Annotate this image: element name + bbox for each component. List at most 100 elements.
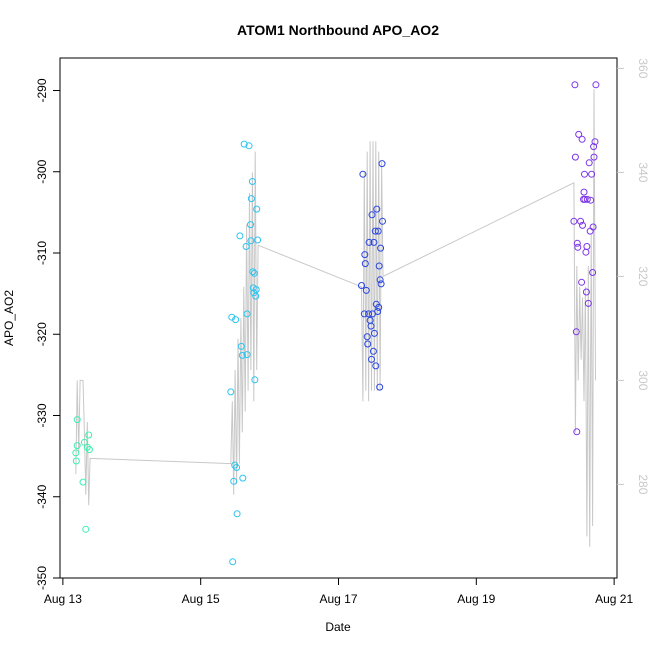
y-tick-label: -350	[35, 566, 49, 590]
scatter-point	[579, 221, 586, 229]
scatter-point	[228, 313, 236, 321]
scatter-point	[250, 269, 258, 277]
scatter-point	[82, 525, 90, 533]
y-tick-label: -300	[35, 159, 49, 183]
y-tick-label: -330	[35, 403, 49, 427]
scatter-point	[584, 299, 592, 307]
secondary-series-line	[75, 89, 596, 547]
scatter-point	[252, 286, 260, 294]
scatter-point	[254, 236, 262, 244]
scatter-point	[359, 170, 367, 178]
x-tick-label: Aug 21	[595, 592, 633, 606]
scatter-point	[590, 153, 598, 161]
secondary-line-layer	[75, 89, 596, 547]
scatter-point	[373, 205, 381, 213]
scatter-point	[232, 316, 240, 324]
scatter-point	[245, 142, 253, 150]
scatter-point	[583, 195, 591, 203]
scatter-point	[582, 288, 590, 296]
scatter-point	[238, 351, 246, 359]
x-axis: Aug 13 Aug 15 Aug 17 Aug 19 Aug 21	[44, 578, 633, 606]
points-layer	[72, 81, 600, 566]
scatter-point	[360, 310, 368, 318]
y2-tick-label: 320	[636, 266, 650, 286]
scatter-point	[240, 140, 248, 148]
y-tick-label: -340	[35, 484, 49, 508]
y-axis-right: 280 300 320 340 360	[617, 58, 650, 495]
y-axis: -350 -340 -330 -320 -310 -300 -290	[35, 78, 60, 590]
scatter-point	[570, 217, 578, 225]
scatter-point	[247, 195, 255, 203]
scatter-point	[365, 310, 373, 318]
scatter-point	[581, 170, 588, 178]
scatter-point	[574, 243, 582, 251]
y2-tick-label: 280	[636, 474, 650, 494]
scatter-point	[362, 286, 370, 294]
scatter-point	[233, 510, 241, 518]
scatter-point	[589, 223, 597, 231]
y-tick-label: -290	[35, 78, 49, 102]
x-tick-label: Aug 19	[457, 592, 495, 606]
scatter-point	[227, 388, 235, 396]
scatter-point	[374, 227, 382, 235]
scatter-point	[376, 276, 384, 284]
scatter-point	[230, 477, 238, 485]
x-axis-label: Date	[325, 620, 351, 634]
scatter-point	[378, 160, 386, 168]
scatter-point	[236, 232, 244, 240]
y-axis-label: APO_AO2	[2, 290, 16, 346]
scatter-point	[571, 81, 579, 89]
scatter-point	[589, 269, 597, 276]
scatter-point	[575, 130, 583, 138]
scatter-point	[361, 260, 369, 268]
scatter-point	[578, 135, 586, 143]
scatter-point	[377, 244, 385, 252]
plot-frame	[59, 57, 618, 579]
y2-tick-label: 360	[636, 58, 650, 78]
scatter-point	[79, 478, 87, 486]
scatter-point	[585, 159, 593, 167]
scatter-point	[573, 428, 581, 436]
scatter-point	[368, 355, 375, 363]
scatter-point	[72, 449, 80, 457]
scatter-point	[580, 188, 588, 196]
scatter-point	[233, 464, 241, 471]
scatter-point	[237, 342, 245, 350]
scatter-point	[239, 474, 247, 482]
y2-tick-label: 300	[636, 370, 650, 390]
scatter-point	[583, 243, 591, 250]
scatter-point	[374, 308, 382, 315]
scatter-point	[588, 170, 596, 178]
scatter-point	[376, 383, 384, 391]
scatter-point	[379, 217, 386, 225]
scatter-point	[371, 227, 379, 235]
scatter-point	[363, 333, 371, 341]
scatter-point	[242, 243, 250, 250]
scatter-point	[229, 558, 237, 566]
scatter-point	[367, 322, 375, 330]
scatter-point	[370, 329, 378, 337]
scatter-point	[249, 268, 257, 276]
scatter-point	[592, 81, 600, 89]
scatter-point	[369, 347, 377, 355]
scatter-point	[370, 238, 378, 246]
y-tick-label: -310	[35, 241, 49, 265]
scatter-point	[571, 153, 579, 161]
scatter-point	[578, 278, 586, 286]
scatter-point	[247, 237, 255, 245]
scatter-point	[590, 143, 598, 151]
scatter-point	[365, 238, 373, 246]
scatter-point	[361, 251, 369, 259]
scatter-point	[591, 138, 599, 146]
scatter-point	[573, 239, 581, 247]
scatter-point	[251, 376, 259, 384]
scatter-point	[252, 292, 260, 300]
x-tick-label: Aug 17	[319, 592, 357, 606]
y-tick-label: -320	[35, 322, 49, 346]
y2-tick-label: 340	[636, 162, 650, 182]
scatter-point	[372, 362, 380, 370]
scatter-point	[375, 303, 383, 311]
scatter-point	[243, 310, 251, 318]
scatter-point	[73, 442, 81, 450]
scatter-point	[375, 262, 383, 270]
